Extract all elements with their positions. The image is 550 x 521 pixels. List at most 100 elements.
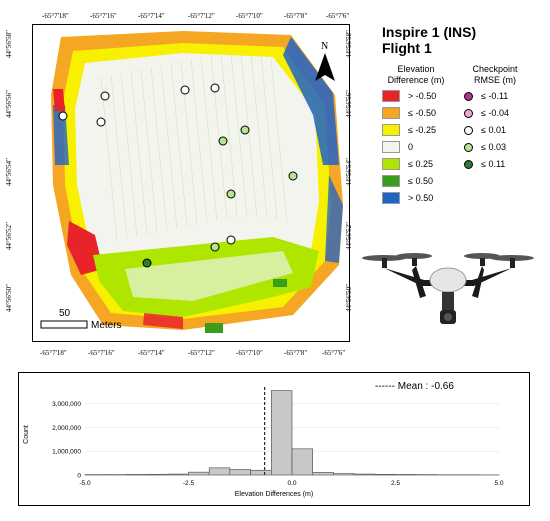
north-label: N: [321, 41, 329, 52]
tick-bottom: -65°7'12": [188, 349, 215, 357]
legend-check-item: ≤ -0.11: [464, 90, 508, 102]
legend-check-item: ≤ 0.01: [464, 124, 506, 136]
legend-elev-item: ≤ 0.25: [382, 158, 433, 170]
elevation-map: N 50 Meters: [32, 24, 350, 342]
tick-bottom: -65°7'8": [284, 349, 308, 357]
green-patch: [273, 279, 287, 287]
legend-label: ≤ -0.25: [408, 125, 436, 135]
histogram-chart: -5.0 -2.5 0.0 2.5 5.0 0 1,000,000 2,000,000 3,0…: [52, 387, 504, 487]
legend-dot: [464, 142, 473, 152]
x-tick-label: 0.0: [287, 480, 296, 487]
y-tick-label: 0: [77, 473, 81, 480]
x-tick-labels: -5.0 -2.5 0.0 2.5 5.0: [79, 480, 503, 487]
legend-elev-title: Elevation Difference (m): [387, 64, 445, 85]
y-axis-label: Count: [22, 425, 30, 444]
x-tick-label: -2.5: [183, 480, 195, 487]
legend-check-title: Checkpoint RMSE (m): [472, 64, 518, 85]
legend-swatch: [382, 158, 400, 170]
tick-bottom: -65°7'18": [40, 349, 67, 357]
legend-dot: [464, 108, 473, 118]
north-arrow: [315, 53, 335, 81]
histogram-bar: [208, 467, 231, 476]
blue-patch: [325, 175, 343, 263]
legend-swatch: [382, 90, 400, 102]
drone-illustration: [362, 236, 534, 346]
legend-swatch: [382, 107, 400, 119]
legend-elev-item: ≤ 0.50: [382, 175, 433, 187]
legend-check-item: ≤ 0.03: [464, 141, 506, 153]
drone-icon: [362, 253, 534, 324]
legend-label: ≤ -0.11: [481, 91, 509, 101]
histogram-panel: ------ Mean : -0.66 -5.0 -2.5 0.0 2.5 5.0 0 1…: [18, 372, 530, 506]
legend-label: ≤ -0.04: [481, 108, 509, 118]
histogram-bar: [250, 469, 272, 476]
x-tick-label: 5.0: [494, 480, 503, 487]
scale-bar: [40, 320, 88, 329]
red-patch: [53, 89, 65, 111]
tick-right: 44°56'50": [344, 284, 353, 312]
legend-dot: [464, 125, 473, 135]
legend-swatch: [382, 141, 400, 153]
mean-legend: ------ Mean : -0.66: [375, 381, 454, 392]
legend-elev-item: ≤ -0.50: [382, 107, 436, 119]
legend-label: ≤ -0.50: [408, 108, 436, 118]
blue-patch: [283, 37, 339, 165]
histogram-bar: [229, 469, 251, 476]
scale-value: 50: [59, 308, 71, 319]
map-title-line2: Flight 1: [382, 40, 432, 56]
legend-elev-item: > 0.50: [382, 192, 433, 204]
tick-top: -65°7'6": [326, 12, 350, 20]
x-tick-label: 2.5: [391, 480, 400, 487]
legend-elev-item: ≤ -0.25: [382, 124, 436, 136]
tick-left: 44°56'52": [4, 222, 13, 250]
legend-label: ≤ 0.25: [408, 159, 433, 169]
field-rows: [100, 52, 288, 242]
tick-right: 44°56'58": [344, 30, 353, 58]
legend-label: ≤ 0.01: [481, 125, 506, 135]
checkpoint-marker: [226, 235, 236, 245]
y-tick-label: 3,000,000: [52, 401, 81, 408]
red-patch: [67, 221, 103, 275]
legend-dot: [464, 91, 473, 101]
tick-left: 44°56'56": [4, 90, 13, 118]
y-tick-labels: 0 1,000,000 2,000,000 3,000,000: [52, 401, 81, 479]
checkpoints: [58, 83, 298, 268]
elevation-map-canvas: [40, 31, 343, 333]
checkpoint-marker: [100, 91, 110, 101]
y-tick-label: 1,000,000: [52, 449, 81, 456]
tick-bottom: -65°7'14": [138, 349, 165, 357]
tick-top: -65°7'10": [236, 12, 263, 20]
histogram-bar: [188, 471, 210, 476]
x-tick-label: -5.0: [79, 480, 91, 487]
legend-label: > 0.50: [408, 193, 434, 203]
legend-label: ≤ 0.03: [481, 142, 506, 152]
legend-label: 0: [408, 142, 414, 152]
histogram-bar: [271, 390, 293, 476]
tick-bottom: -65°7'6": [322, 349, 346, 357]
map-title-line1: Inspire 1 (INS): [382, 24, 477, 40]
tick-top: -65°7'14": [138, 12, 165, 20]
tick-left: 44°56'54": [4, 158, 13, 186]
legend-elev-item: 0: [382, 141, 413, 153]
checkpoint-marker: [240, 125, 250, 135]
legend-label: ≤ 0.11: [481, 159, 506, 169]
checkpoint-marker: [288, 171, 298, 181]
legend-check-item: ≤ 0.11: [464, 158, 505, 170]
tick-top: -65°7'12": [188, 12, 215, 20]
green-patch: [205, 323, 223, 333]
tick-top: -65°7'16": [90, 12, 117, 20]
legend-dot: [464, 159, 473, 169]
tick-bottom: -65°7'16": [88, 349, 115, 357]
x-axis-label: Elevation Differences (m): [234, 491, 314, 498]
legend-swatch: [382, 192, 400, 204]
lightgreen-strip-inner: [125, 251, 293, 301]
checkpoint-marker: [210, 242, 220, 252]
tick-bottom: -65°7'10": [236, 349, 263, 357]
checkpoint-marker: [218, 136, 228, 146]
scale-unit: Meters: [91, 320, 122, 331]
histogram-bar: [291, 448, 314, 476]
checkpoint-marker: [180, 85, 190, 95]
checkpoint-marker: [58, 111, 68, 121]
tick-left: 44°56'50": [4, 284, 13, 312]
tick-top: -65°7'8": [284, 12, 308, 20]
